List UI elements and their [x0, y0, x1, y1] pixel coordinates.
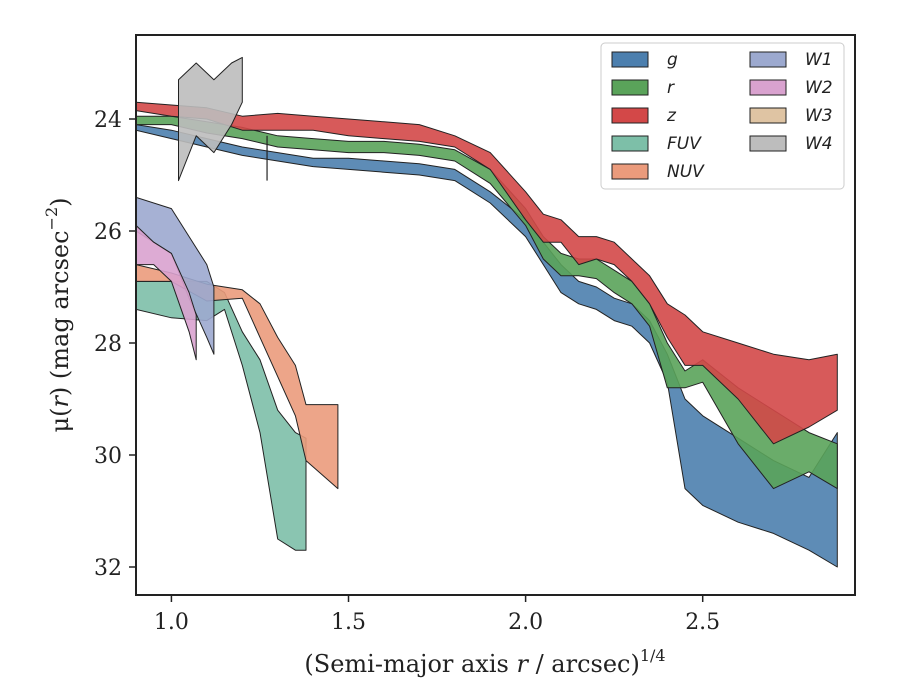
- y-axis-label: μ(r) (mag arcsec−2): [42, 197, 74, 432]
- y-tick-label: 32: [94, 556, 122, 581]
- legend-label-w3: W3: [805, 106, 833, 126]
- plot-frame: [135, 34, 856, 596]
- x-axis-label-var: r: [516, 650, 529, 678]
- legend-label-w4: W4: [805, 134, 833, 154]
- band-w4: [178, 56, 243, 182]
- legend-swatch-nuv: [611, 163, 649, 180]
- legend-swatch-z: [611, 107, 649, 124]
- x-axis-label-main: (Semi-major axis: [304, 650, 516, 678]
- legend-swatch-r: [611, 79, 649, 96]
- x-axis-label: (Semi-major axis r / arcsec)1/4: [304, 646, 665, 678]
- x-tick-label: 1.0: [154, 610, 189, 635]
- legend-swatch-g: [611, 51, 649, 68]
- y-axis-ticks: 24 26 28 30 32: [94, 108, 136, 581]
- y-tick-label: 30: [94, 444, 122, 469]
- band-g: [136, 124, 838, 568]
- band-w2: [136, 224, 197, 361]
- y-tick-label: 26: [94, 220, 122, 245]
- legend-swatch-w2: [749, 79, 787, 96]
- x-tick-label: 2.0: [508, 610, 543, 635]
- y-tick-label: 24: [94, 108, 122, 133]
- legend-label-g: g: [667, 50, 678, 70]
- legend-swatch-w4: [749, 135, 787, 152]
- legend-label-w1: W1: [805, 50, 833, 70]
- y-axis-label-sup: −2: [42, 207, 61, 231]
- band-r: [136, 115, 838, 490]
- x-axis-ticks: 1.0 1.5 2.0 2.5: [154, 595, 720, 635]
- y-axis-label-post: ): [46, 197, 74, 206]
- legend-label-w2: W2: [805, 78, 833, 98]
- y-tick-label: 28: [94, 332, 122, 357]
- x-axis-label-sup: 1/4: [640, 646, 666, 665]
- legend-label-fuv: FUV: [667, 134, 702, 154]
- x-tick-label: 1.5: [331, 610, 366, 635]
- band-z: [136, 101, 838, 445]
- x-tick-label: 2.5: [685, 610, 720, 635]
- chart-bands: [136, 56, 838, 568]
- y-axis-label-var: r: [46, 395, 74, 408]
- x-axis-label-post: / arcsec): [528, 650, 640, 678]
- legend-label-nuv: NUV: [667, 162, 705, 182]
- legend: grz FUV NUV W1 W2 W3 W4: [600, 42, 845, 190]
- legend-swatch-w3: [749, 107, 787, 124]
- y-axis-label-pre: μ(: [46, 408, 74, 433]
- y-axis-label-mid: ) (mag arcsec: [46, 230, 74, 396]
- legend-swatch-fuv: [611, 135, 649, 152]
- legend-label-z: z: [666, 106, 677, 126]
- legend-label-r: r: [667, 78, 675, 98]
- legend-swatch-w1: [749, 51, 787, 68]
- band-fuv: [136, 280, 307, 551]
